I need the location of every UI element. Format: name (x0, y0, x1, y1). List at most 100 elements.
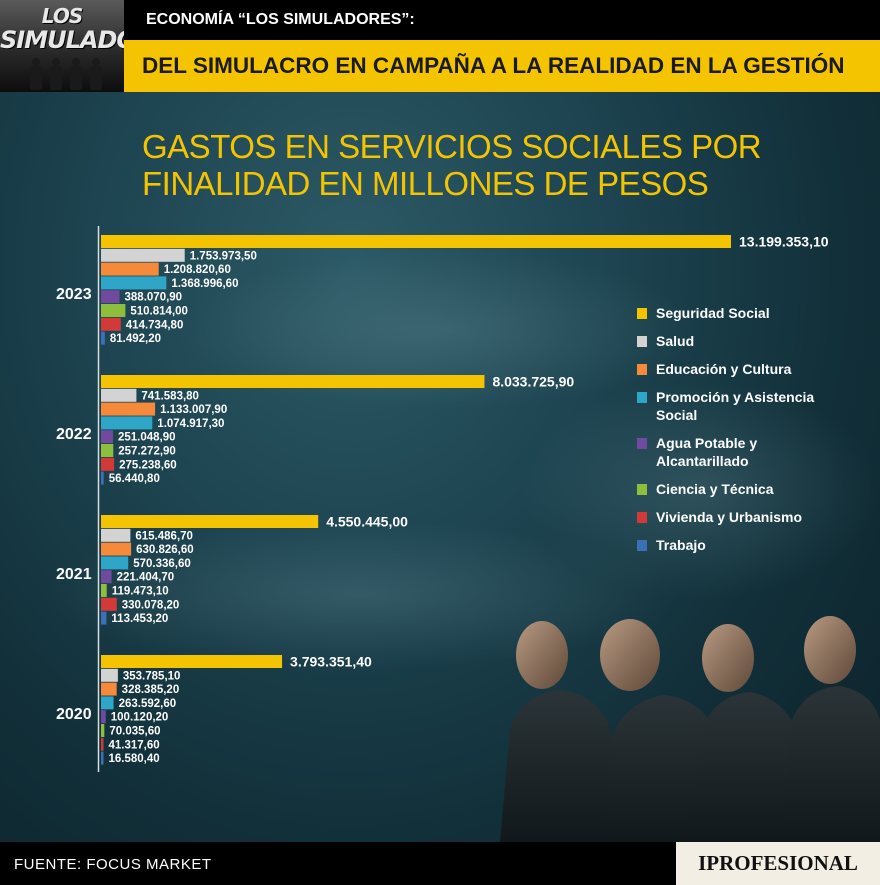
legend-swatch-0 (637, 308, 647, 319)
value-label-2022-4: 251.048,90 (118, 432, 176, 444)
chart-title: GASTOS EN SERVICIOS SOCIALES POR FINALID… (142, 128, 762, 202)
value-label-2023-1: 1.753.973,50 (190, 250, 257, 262)
bar-2021-5 (101, 584, 107, 597)
bar-2020-5 (101, 724, 105, 737)
bar-2023-1 (101, 248, 185, 262)
category-label-2021: 2021 (56, 566, 92, 583)
legend-swatch-1 (637, 336, 647, 347)
legend-label-7: Trabajo (656, 537, 706, 553)
value-label-2023-7: 81.492,20 (110, 333, 161, 345)
bar-2022-3 (101, 416, 153, 430)
value-label-2023-5: 510.814,00 (130, 306, 188, 318)
bar-2023-6 (101, 317, 121, 331)
legend-swatch-3 (637, 392, 647, 403)
legend-label-4: Agua Potable y Alcantarillado (656, 435, 757, 469)
value-label-2022-3: 1.074.917,30 (157, 418, 224, 430)
value-label-2023-3: 1.368.996,60 (171, 278, 238, 290)
bar-2023-7 (101, 331, 105, 345)
bar-2023-5 (101, 304, 126, 317)
value-label-2020-5: 70.035,60 (109, 726, 160, 738)
value-label-2021-7: 113.453,20 (111, 613, 168, 625)
legend-swatch-2 (637, 364, 647, 375)
bar-2021-6 (101, 597, 117, 611)
logo-silhouettes (30, 58, 102, 90)
bar-chart: 13.199.353,10 1.753.973,50 1.208.820,60 1.3… (56, 226, 829, 772)
value-label-2020-3: 263.592,60 (119, 698, 177, 710)
bar-2021-1 (101, 528, 131, 542)
legend-swatch-6 (637, 512, 647, 523)
bar-2023-3 (101, 276, 167, 290)
bar-2022-0 (101, 375, 485, 388)
bar-2020-7 (101, 751, 104, 765)
bar-2020-6 (101, 737, 104, 751)
value-label-2020-0: 3.793.351,40 (290, 654, 372, 670)
value-label-2020-7: 16.580,40 (109, 753, 160, 765)
value-label-2021-0: 4.550.445,00 (326, 514, 408, 530)
bar-2023-2 (101, 262, 159, 276)
logo-line2: SIMULADORES (0, 26, 124, 54)
header-bar: LOS SIMULADORES ECONOMÍA “LOS SIMULADORE… (0, 0, 880, 92)
bar-2021-7 (101, 611, 107, 625)
value-label-2022-5: 257.272,90 (118, 446, 176, 458)
value-label-2022-1: 741.583,80 (141, 390, 199, 402)
value-label-2021-5: 119.473,10 (112, 586, 169, 598)
bar-2022-5 (101, 444, 114, 457)
value-label-2020-1: 353.785,10 (123, 670, 181, 682)
bar-2023-0 (101, 235, 731, 248)
bar-2020-4 (101, 710, 106, 724)
legend-label-5: Ciencia y Técnica (656, 481, 774, 497)
bar-2020-1 (101, 668, 118, 682)
header-kicker-bar: ECONOMÍA “LOS SIMULADORES”: (124, 0, 880, 40)
legend-label-6: Vivienda y Urbanismo (656, 509, 802, 525)
legend-label-1: Salud (656, 333, 694, 349)
bar-2021-0 (101, 515, 319, 528)
category-label-2020: 2020 (56, 706, 92, 723)
category-label-2022: 2022 (56, 426, 92, 443)
value-label-2022-2: 1.133.007,90 (160, 404, 227, 416)
value-label-2020-2: 328.385,20 (122, 684, 180, 696)
value-label-2021-1: 615.486,70 (135, 530, 193, 542)
value-label-2022-0: 8.033.725,90 (492, 374, 574, 390)
value-label-2023-6: 414.734,80 (126, 319, 184, 331)
legend-swatch-4 (637, 438, 647, 449)
bar-2020-0 (101, 655, 283, 668)
value-label-2021-6: 330.078,20 (122, 599, 180, 611)
legend-swatch-5 (637, 484, 647, 495)
logo: LOS SIMULADORES (0, 0, 124, 92)
value-label-2021-2: 630.826,60 (136, 544, 194, 556)
bar-2022-6 (101, 457, 115, 471)
source-note: FUENTE: FOCUS MARKET (14, 856, 212, 873)
value-label-2021-3: 570.336,60 (133, 558, 191, 570)
value-label-2021-4: 221.404,70 (117, 572, 175, 584)
header-title-bar: DEL SIMULACRO EN CAMPAÑA A LA REALIDAD E… (124, 40, 880, 92)
bar-2023-4 (101, 290, 120, 304)
header-title: DEL SIMULACRO EN CAMPAÑA A LA REALIDAD E… (142, 53, 845, 78)
bar-2021-3 (101, 556, 129, 570)
brand-logo: IPROFESIONAL (676, 842, 880, 885)
value-label-2023-2: 1.208.820,60 (164, 264, 231, 276)
legend-swatch-7 (637, 540, 647, 551)
bar-2021-2 (101, 542, 132, 556)
bar-2020-3 (101, 696, 114, 710)
value-label-2020-6: 41.317,60 (109, 739, 160, 751)
bar-2022-7 (101, 471, 104, 485)
men-silhouettes (500, 616, 880, 842)
value-label-2022-6: 275.238,60 (119, 459, 177, 471)
bar-2020-2 (101, 682, 117, 696)
bar-2022-4 (101, 430, 113, 444)
legend-label-3: Promoción y Asistencia Social (656, 389, 814, 423)
legend-label-2: Educación y Cultura (656, 361, 792, 377)
value-label-2023-0: 13.199.353,10 (739, 234, 829, 250)
bar-2022-1 (101, 388, 137, 402)
logo-line1: LOS (41, 4, 83, 28)
footer: FUENTE: FOCUS MARKET IPROFESIONAL (0, 842, 880, 885)
legend-label-0: Seguridad Social (656, 305, 770, 321)
value-label-2020-4: 100.120,20 (111, 712, 169, 724)
value-label-2022-7: 56.440,80 (109, 473, 160, 485)
header-kicker: ECONOMÍA “LOS SIMULADORES”: (146, 11, 415, 28)
chart-title-line1: GASTOS EN SERVICIOS SOCIALES POR (142, 128, 762, 165)
chart-title-line2: FINALIDAD EN MILLONES DE PESOS (142, 165, 709, 202)
bar-2022-2 (101, 402, 156, 416)
category-label-2023: 2023 (56, 286, 92, 303)
bar-2021-4 (101, 570, 112, 584)
